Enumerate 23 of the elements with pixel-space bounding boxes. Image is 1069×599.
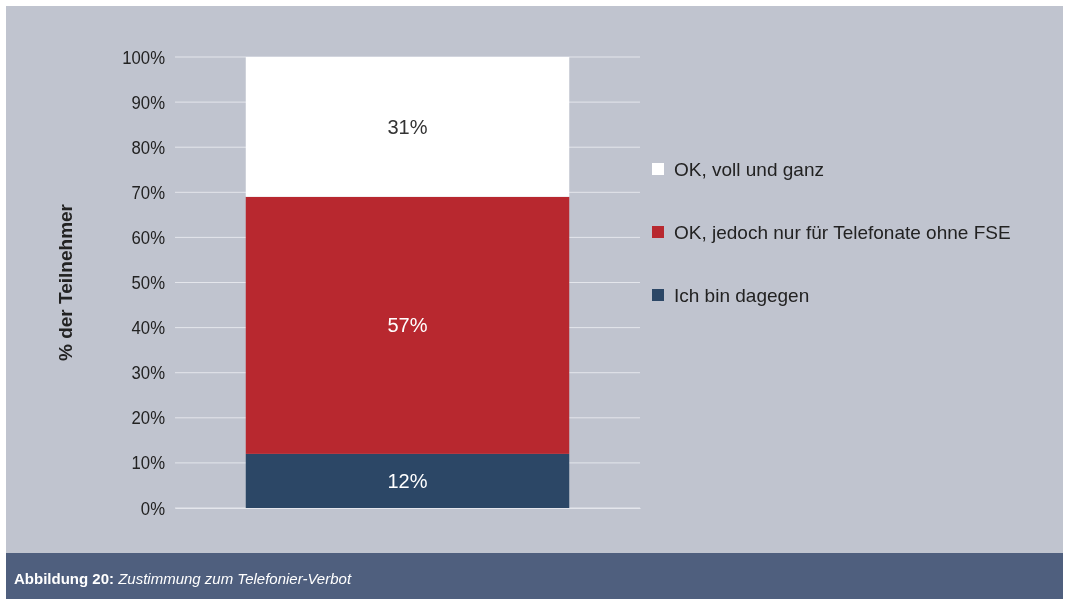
y-tick-label: 10% — [131, 452, 166, 474]
bar — [245, 57, 570, 197]
y-tick-label: 80% — [131, 136, 166, 159]
y-tick-label: 100% — [122, 46, 166, 68]
y-tick-label: 0% — [140, 497, 166, 519]
legend-label: OK, jedoch nur für Telefonate ohne FSE — [674, 222, 1011, 243]
y-tick-label: 40% — [131, 317, 166, 339]
data-label: 12% — [387, 469, 428, 492]
legend-label: OK, voll und ganz — [674, 159, 824, 180]
y-tick-label: 90% — [131, 91, 166, 113]
y-tick-label: 60% — [131, 226, 166, 249]
data-label: 31% — [387, 115, 428, 138]
y-tick-label: 70% — [131, 181, 166, 204]
legend-label: Ich bin dagegen — [674, 285, 810, 306]
data-label: 57% — [387, 314, 428, 337]
y-tick-label: 20% — [131, 407, 166, 429]
y-axis-title: % der Teilnehmer — [55, 203, 76, 361]
bar — [245, 196, 570, 454]
y-tick-label: 50% — [131, 272, 166, 294]
text: Zustimmung zum Telefonier-Verbot — [117, 570, 352, 587]
y-tick-label: 30% — [131, 362, 166, 384]
bar — [245, 453, 570, 508]
text: Abbildung 20: — [14, 570, 119, 587]
